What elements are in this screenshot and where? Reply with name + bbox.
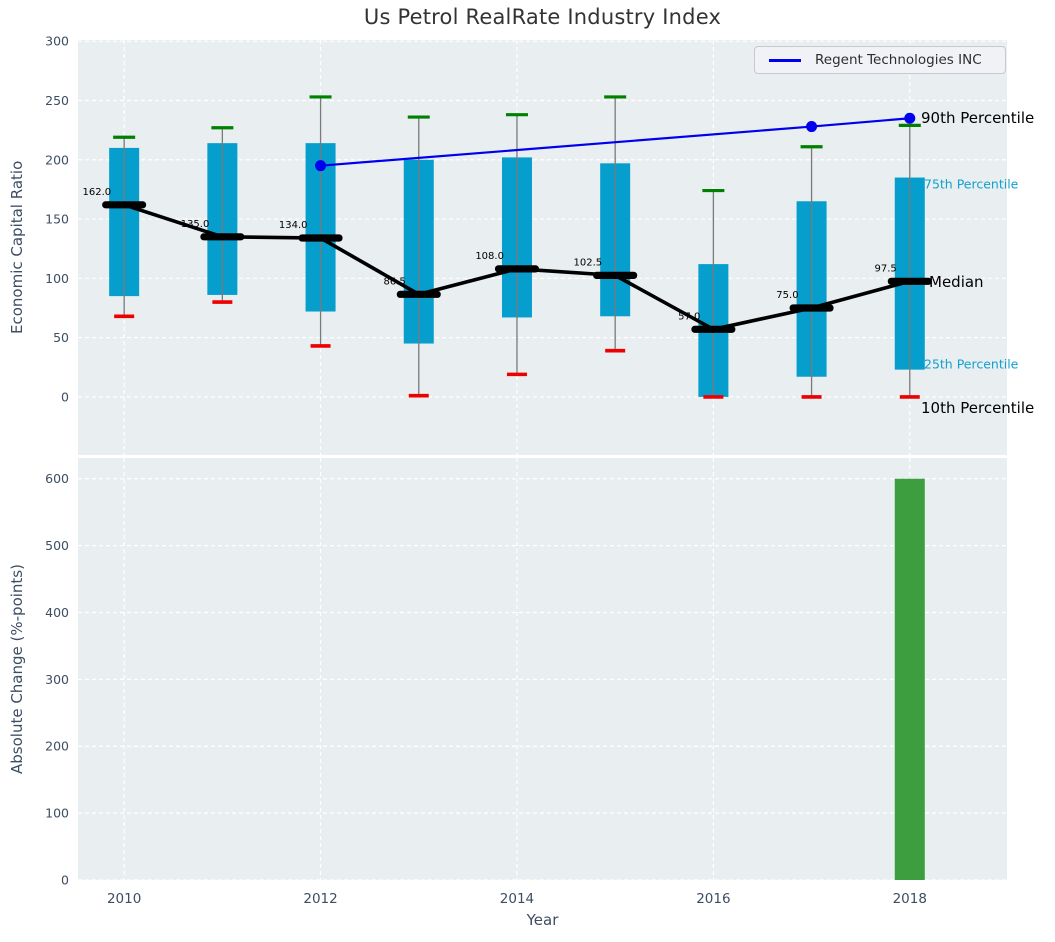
median-value-label-2017: 75.0 [776, 290, 798, 301]
median-value-label-2015: 102.5 [574, 257, 603, 268]
company-point-2012 [315, 160, 327, 172]
median-marker-2011 [200, 233, 245, 241]
top-y-tick-200: 200 [45, 152, 69, 167]
annotation-10th-percentile: 10th Percentile [921, 399, 1035, 417]
median-marker-2016 [691, 325, 736, 333]
median-value-label-2013: 86.5 [383, 276, 405, 287]
x-tick-2010: 2010 [107, 891, 141, 907]
top-y-tick-150: 150 [45, 212, 69, 227]
median-marker-2012 [298, 234, 343, 242]
median-value-label-2011: 135.0 [181, 219, 210, 230]
x-axis-label: Year [526, 911, 559, 929]
bottom-y-tick-500: 500 [45, 538, 69, 553]
bottom-y-tick-300: 300 [45, 672, 69, 687]
annotation-90th-percentile: 90th Percentile [921, 109, 1035, 127]
top-y-tick-0: 0 [61, 389, 69, 404]
top-y-tick-50: 50 [53, 330, 69, 345]
top-y-tick-300: 300 [45, 34, 69, 49]
x-tick-2016: 2016 [696, 891, 730, 907]
annotation-median: Median [929, 273, 984, 291]
median-marker-2018 [887, 277, 932, 285]
chart-title: Us Petrol RealRate Industry Index [363, 5, 722, 29]
top-y-axis-label: Economic Capital Ratio [8, 160, 26, 335]
bottom-y-tick-600: 600 [45, 471, 69, 486]
median-marker-2015 [593, 271, 638, 279]
median-value-label-2012: 134.0 [279, 220, 308, 231]
median-value-label-2018: 97.5 [875, 263, 897, 274]
x-tick-2012: 2012 [303, 891, 337, 907]
median-value-label-2014: 108.0 [475, 251, 504, 262]
top-y-tick-250: 250 [45, 93, 69, 108]
annotation-75th-percentile: 75th Percentile [924, 176, 1019, 192]
median-marker-2017 [789, 304, 834, 312]
bottom-y-tick-0: 0 [61, 873, 69, 888]
company-point-2018 [904, 112, 916, 124]
change-bar-2018 [894, 478, 925, 880]
bottom-y-tick-200: 200 [45, 739, 69, 754]
top-y-tick-100: 100 [45, 271, 69, 286]
median-marker-2013 [396, 290, 441, 298]
bottom-y-tick-400: 400 [45, 605, 69, 620]
company-point-2017 [806, 121, 818, 133]
legend-line-sample [769, 58, 801, 62]
x-tick-2018: 2018 [893, 891, 927, 907]
legend: Regent Technologies INC [754, 46, 1006, 74]
median-value-label-2010: 162.0 [83, 187, 112, 198]
x-tick-2014: 2014 [500, 891, 534, 907]
legend-entry-label: Regent Technologies INC [815, 52, 982, 68]
bottom-plot-area [78, 458, 1007, 880]
median-marker-2014 [494, 265, 539, 273]
median-marker-2010 [102, 201, 147, 209]
bottom-y-tick-100: 100 [45, 806, 69, 821]
annotation-25th-percentile: 25th Percentile [924, 356, 1019, 372]
bottom-y-axis-label: Absolute Change (%-points) [8, 564, 26, 774]
median-value-label-2016: 57.0 [678, 311, 700, 322]
